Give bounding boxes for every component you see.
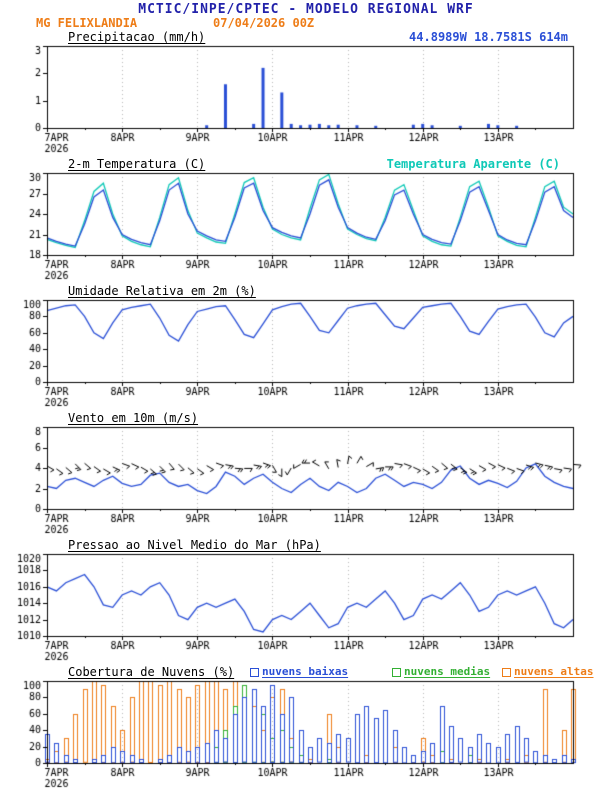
precipitation-chart [0, 44, 612, 156]
panel-title-temperature: 2-m Temperatura (C) [68, 157, 206, 171]
nuvens-baixas-swatch-icon [250, 667, 259, 677]
run-datetime: 07/04/2026 00Z [213, 16, 315, 30]
cloud-panel-header: Cobertura de Nuvens (%) nuvens baixas nu… [0, 665, 612, 680]
legend-nuvens-baixas: nuvens baixas [250, 665, 348, 678]
pressure-chart [0, 552, 612, 664]
nuvens-medias-swatch-icon [392, 667, 401, 677]
panel-title-precipitation: Precipitacao (mm/h) [68, 30, 206, 44]
station-coordinates: 44.8989W 18.7581S 614m [409, 30, 568, 44]
pressure-panel-header: Pressao ao Nivel Medio do Mar (hPa) [0, 538, 612, 553]
nuvens-altas-swatch-icon [502, 667, 511, 677]
apparent-temperature-legend: Temperatura Aparente (C) [386, 157, 560, 171]
panel-title-humidity: Umidade Relativa em 2m (%) [68, 284, 256, 298]
legend-nuvens-altas: nuvens altas [502, 665, 593, 678]
temperature-chart [0, 171, 612, 283]
humidity-panel-header: Umidade Relativa em 2m (%) [0, 284, 612, 299]
cloud-cover-chart [0, 679, 612, 791]
humidity-chart [0, 298, 612, 410]
temperature-panel-header: 2-m Temperatura (C) Temperatura Aparente… [0, 157, 612, 172]
wind-chart [0, 425, 612, 537]
run-info-row: MG FELIXLANDIA 07/04/2026 00Z [0, 16, 612, 31]
precipitation-panel-header: Precipitacao (mm/h) 44.8989W 18.7581S 61… [0, 30, 612, 45]
station-name: MG FELIXLANDIA [36, 16, 138, 30]
wind-panel-header: Vento em 10m (m/s) [0, 411, 612, 426]
panel-title-cloud-cover: Cobertura de Nuvens (%) [68, 665, 235, 679]
legend-nuvens-medias: nuvens medias [392, 665, 490, 678]
panel-title-pressure: Pressao ao Nivel Medio do Mar (hPa) [68, 538, 321, 552]
panel-title-wind: Vento em 10m (m/s) [68, 411, 199, 425]
model-title: MCTIC/INPE/CPTEC - MODELO REGIONAL WRF [138, 2, 474, 17]
